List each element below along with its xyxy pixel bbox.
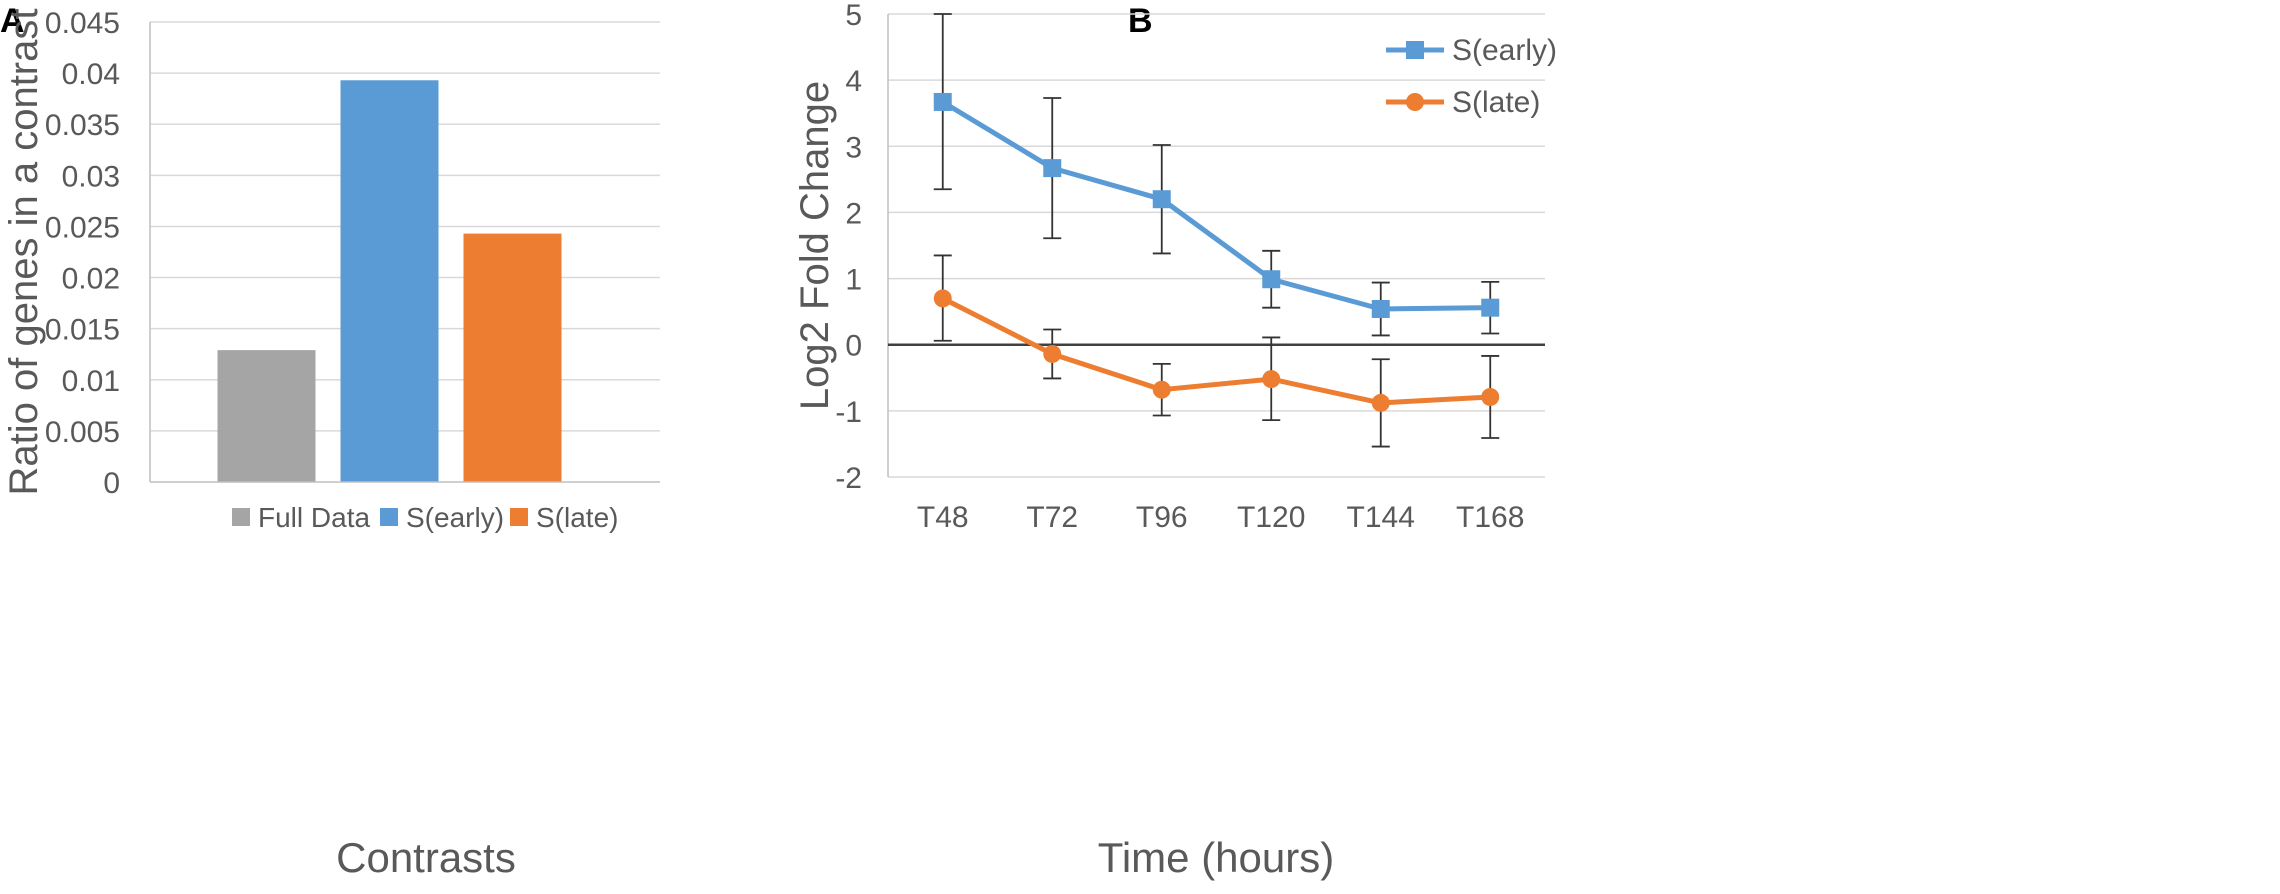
a-y-tick-label: 0.025 xyxy=(45,211,120,244)
legend-swatch xyxy=(232,508,250,526)
b-y-tick-label: -2 xyxy=(835,462,862,495)
line-chart: -2 -1 0 1 2 3 4 5 T48 T72 T96 T120 T144 T168 Log2 Fo… xyxy=(793,0,1557,881)
b-error-bars xyxy=(933,13,1500,448)
legend-label: S(early) xyxy=(1452,34,1557,67)
b-y-tick-label: 3 xyxy=(845,131,862,164)
bar-s-late xyxy=(463,233,562,482)
a-bars xyxy=(217,80,562,483)
b-y-tick-label: 0 xyxy=(845,330,862,363)
a-y-tick-label: 0.02 xyxy=(62,263,120,296)
point-s-early xyxy=(1152,190,1171,209)
point-s-early xyxy=(1481,298,1500,317)
point-s-early xyxy=(1371,299,1390,318)
b-y-tick-label: 1 xyxy=(845,264,862,297)
point-s-late xyxy=(1262,370,1281,389)
a-y-tick-labels: 0 0.005 0.01 0.015 0.02 0.025 0.03 0.035 0.04 0.0… xyxy=(45,7,120,500)
b-x-axis-title: Time (hours) xyxy=(1098,834,1334,881)
legend-marker xyxy=(1406,93,1424,111)
a-y-tick-label: 0.045 xyxy=(45,7,120,40)
a-y-tick-label: 0.03 xyxy=(62,160,120,193)
b-x-tick-label: T96 xyxy=(1136,501,1188,534)
a-x-axis-title: Contrasts xyxy=(336,834,516,881)
panel-label-a: A xyxy=(0,2,25,40)
point-s-early xyxy=(1262,270,1281,289)
bar-chart: 0 0.005 0.01 0.015 0.02 0.025 0.03 0.035 0.04 0.0… xyxy=(2,7,660,881)
b-x-tick-label: T120 xyxy=(1237,501,1305,534)
a-y-tick-label: 0.015 xyxy=(45,314,120,347)
panel-label-b: B xyxy=(1128,2,1153,40)
b-y-tick-label: 2 xyxy=(845,197,862,230)
point-s-early xyxy=(1043,159,1062,178)
legend-swatch xyxy=(510,508,528,526)
b-x-tick-labels: T48 T72 T96 T120 T144 T168 xyxy=(917,501,1525,534)
point-s-late xyxy=(1152,380,1171,399)
legend-marker xyxy=(1406,41,1424,59)
b-x-tick-label: T48 xyxy=(917,501,969,534)
b-legend: S(early) S(late) xyxy=(1386,34,1557,119)
point-s-early xyxy=(933,92,952,111)
bar-full-data xyxy=(217,350,316,482)
point-s-late xyxy=(1043,344,1062,363)
b-x-tick-label: T168 xyxy=(1456,501,1524,534)
a-y-axis-title: Ratio of genes in a contrast xyxy=(2,9,46,496)
legend-label: S(late) xyxy=(1452,86,1540,119)
b-y-tick-labels: -2 -1 0 1 2 3 4 5 xyxy=(835,0,862,495)
b-y-tick-label: 5 xyxy=(845,0,862,32)
b-y-tick-label: -1 xyxy=(835,396,862,429)
b-y-tick-label: 4 xyxy=(845,65,862,98)
b-series-lines xyxy=(941,99,1491,406)
legend-swatch xyxy=(380,508,398,526)
b-x-tick-label: T72 xyxy=(1026,501,1078,534)
a-y-tick-label: 0.01 xyxy=(62,365,120,398)
a-y-tick-label: 0.005 xyxy=(45,416,120,449)
bar-s-early xyxy=(340,80,439,483)
a-legend: Full Data S(early) S(late) xyxy=(232,502,618,533)
a-y-tick-label: 0.04 xyxy=(62,58,120,91)
a-y-tick-label: 0.035 xyxy=(45,109,120,142)
b-series-markers xyxy=(933,92,1500,412)
legend-label: S(late) xyxy=(536,502,618,533)
b-y-axis-title: Log2 Fold Change xyxy=(793,81,837,410)
b-x-tick-label: T144 xyxy=(1347,501,1415,534)
series-line-s-late xyxy=(941,296,1491,406)
legend-label: S(early) xyxy=(406,502,504,533)
a-y-tick-label: 0 xyxy=(103,467,120,500)
point-s-late xyxy=(933,289,952,308)
legend-label: Full Data xyxy=(258,502,370,533)
point-s-late xyxy=(1481,387,1500,406)
b-gridlines xyxy=(888,13,1545,478)
series-line-s-early xyxy=(941,99,1491,312)
point-s-late xyxy=(1371,393,1390,412)
